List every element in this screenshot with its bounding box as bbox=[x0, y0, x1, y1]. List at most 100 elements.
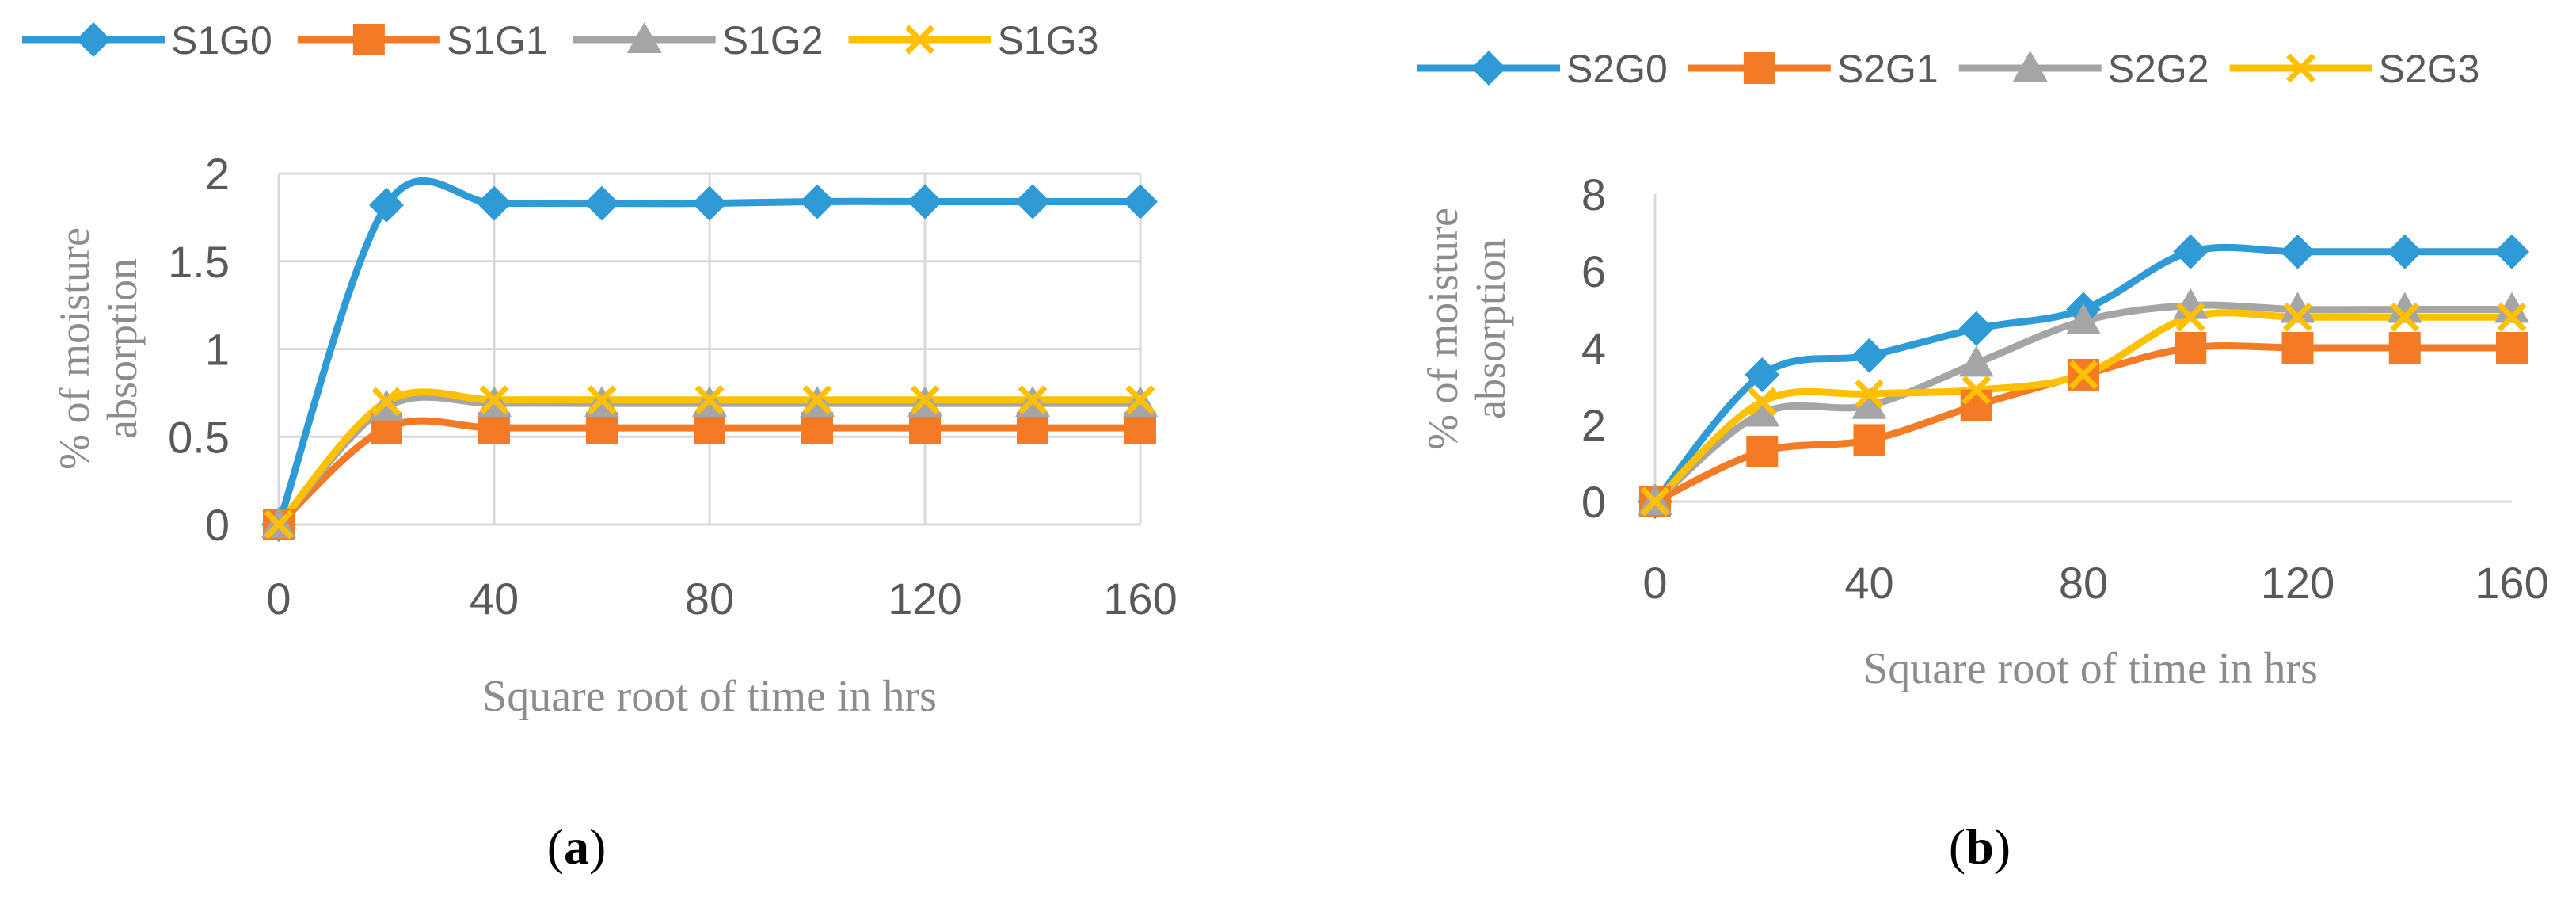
data-point-S1G1 bbox=[801, 412, 833, 444]
legend-entry: S1G0 bbox=[22, 18, 272, 63]
legend-marker bbox=[352, 24, 385, 55]
legend-marker bbox=[76, 22, 111, 57]
data-point-S2G2 bbox=[1745, 395, 1780, 427]
data-point-S1G3 bbox=[694, 385, 725, 415]
legend-marker bbox=[905, 25, 935, 55]
data-point-S2G1 bbox=[2281, 332, 2314, 364]
data-point-S2G3 bbox=[2175, 302, 2205, 332]
data-point-S2G3 bbox=[1855, 379, 1884, 409]
x-tick-label: 80 bbox=[2059, 558, 2108, 608]
data-point-S2G1 bbox=[1960, 389, 1992, 421]
data-point-S1G3 bbox=[1018, 385, 1048, 415]
legend-entry: S2G2 bbox=[1958, 47, 2209, 91]
data-point-S1G1 bbox=[1017, 412, 1048, 444]
data-point-S2G0 bbox=[2387, 234, 2422, 269]
data-point-S2G1 bbox=[2175, 332, 2207, 364]
y-axis-label: % of moistureabsorption bbox=[51, 227, 146, 470]
data-point-S2G3 bbox=[2283, 302, 2312, 332]
data-point-S1G0 bbox=[907, 184, 942, 219]
data-point-S1G3 bbox=[587, 385, 617, 415]
legend-marker bbox=[2012, 51, 2048, 82]
series-line-S2G2 bbox=[1653, 301, 2512, 505]
x-axis-label: Square root of time in hrs bbox=[482, 672, 937, 721]
x-tick-label: 120 bbox=[888, 574, 961, 624]
panel-letter: a bbox=[564, 818, 589, 875]
legend-marker bbox=[2286, 53, 2316, 83]
legend-entry: S2G0 bbox=[1417, 47, 1668, 91]
data-point-S2G3 bbox=[1747, 387, 1777, 417]
y-tick-label: 0 bbox=[1581, 477, 1606, 527]
data-point-S2G1 bbox=[2388, 332, 2421, 364]
legend-entry: S1G2 bbox=[573, 18, 824, 63]
data-point-S2G1 bbox=[1853, 424, 1885, 456]
legend-label: S2G1 bbox=[1837, 47, 1939, 91]
data-point-S2G2 bbox=[2494, 292, 2529, 323]
data-point-S1G1 bbox=[586, 412, 618, 444]
data-point-S1G1 bbox=[1124, 412, 1156, 444]
panel-label: (a) bbox=[547, 818, 607, 875]
x-tick-label: 40 bbox=[1844, 558, 1893, 608]
data-point-S1G3 bbox=[479, 385, 509, 415]
legend-label: S1G3 bbox=[998, 18, 1099, 63]
y-tick-label: 8 bbox=[1581, 170, 1606, 219]
data-point-S1G3 bbox=[264, 509, 294, 540]
y-tick-label: 2 bbox=[205, 149, 230, 199]
legend-label: S2G3 bbox=[2379, 47, 2480, 91]
data-point-S1G0 bbox=[1015, 184, 1050, 219]
y-tick-label: 1.5 bbox=[168, 237, 230, 287]
data-point-S1G0 bbox=[800, 184, 835, 219]
panel-letter: b bbox=[1965, 818, 1994, 875]
data-point-S1G3 bbox=[802, 385, 832, 415]
y-axis-label-group: % of moistureabsorption bbox=[1419, 208, 1514, 450]
series-line-S1G3 bbox=[276, 388, 1140, 527]
data-point-S2G3 bbox=[2497, 302, 2527, 332]
data-point-S1G1 bbox=[694, 412, 725, 444]
series-line-S1G0 bbox=[275, 177, 1140, 526]
data-point-S2G0 bbox=[1851, 338, 1887, 373]
legend-label: S1G0 bbox=[171, 18, 272, 63]
legend-entry: S2G3 bbox=[2229, 47, 2480, 91]
y-axis-label: % of moistureabsorption bbox=[1419, 208, 1514, 450]
x-tick-label: 40 bbox=[470, 574, 519, 624]
y-axis-label-group: % of moistureabsorption bbox=[51, 227, 146, 470]
data-point-S1G3 bbox=[910, 385, 940, 415]
legend-label: S2G0 bbox=[1566, 47, 1668, 91]
x-tick-label: 0 bbox=[266, 574, 291, 624]
data-point-S2G3 bbox=[2390, 302, 2420, 332]
legend-entry: S2G1 bbox=[1688, 47, 1939, 91]
x-tick-label: 0 bbox=[1642, 558, 1667, 608]
data-point-S1G0 bbox=[477, 185, 512, 221]
data-point-S2G0 bbox=[1958, 311, 1994, 346]
y-tick-label: 2 bbox=[1581, 400, 1606, 450]
data-point-S1G0 bbox=[692, 185, 727, 221]
y-tick-label: 0.5 bbox=[168, 412, 230, 462]
data-point-S2G2 bbox=[2387, 292, 2422, 323]
data-point-S2G2 bbox=[1958, 345, 1994, 377]
x-tick-label: 160 bbox=[1103, 574, 1177, 624]
data-point-S2G3 bbox=[1640, 486, 1670, 517]
legend-marker bbox=[1471, 51, 1506, 86]
data-point-S1G3 bbox=[1125, 385, 1155, 415]
x-tick-label: 160 bbox=[2475, 558, 2548, 608]
data-point-S2G1 bbox=[2496, 332, 2528, 364]
y-tick-label: 4 bbox=[1581, 323, 1606, 373]
data-point-S2G0 bbox=[2173, 234, 2209, 269]
legend-entry: S1G1 bbox=[297, 18, 548, 63]
legend-label: S2G2 bbox=[2108, 47, 2209, 91]
data-point-S1G0 bbox=[584, 185, 619, 221]
y-tick-label: 6 bbox=[1581, 246, 1606, 296]
data-point-S2G0 bbox=[1745, 357, 1780, 392]
data-point-S2G2 bbox=[1851, 387, 1887, 419]
chart-a: 0 0.5 1 1.5 2 0 40 80 120 160 Square root of time … bbox=[22, 18, 1178, 875]
data-point-S2G0 bbox=[2494, 234, 2529, 269]
data-point-S2G3 bbox=[1961, 375, 1992, 405]
y-tick-label: 1 bbox=[205, 325, 230, 375]
y-tick-label: 0 bbox=[205, 500, 230, 550]
data-point-S1G0 bbox=[1123, 184, 1158, 219]
data-point-S1G3 bbox=[371, 387, 401, 417]
data-point-S2G1 bbox=[1746, 435, 1779, 467]
data-point-S1G1 bbox=[478, 412, 510, 444]
legend-marker bbox=[626, 22, 662, 53]
data-point-S2G0 bbox=[2280, 234, 2315, 269]
x-tick-label: 80 bbox=[685, 574, 734, 624]
